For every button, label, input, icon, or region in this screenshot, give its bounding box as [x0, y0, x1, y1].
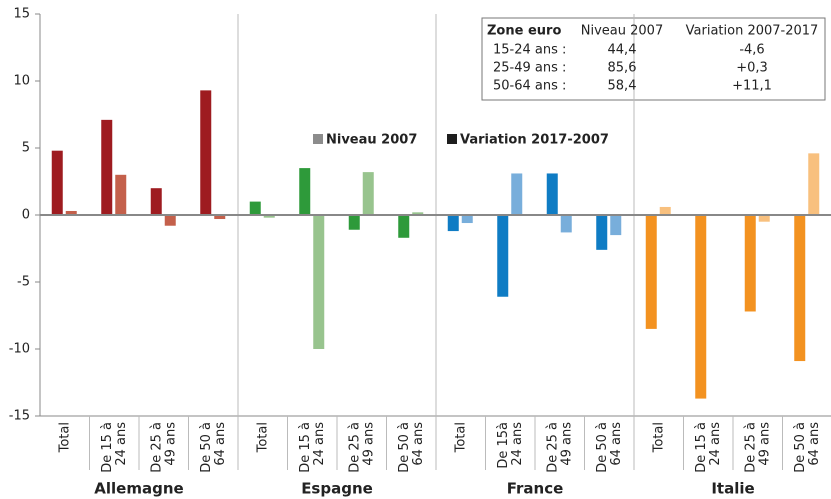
- x-tick-label: 49 ans: [757, 422, 772, 466]
- x-tick-label: 24 ans: [708, 422, 723, 466]
- x-tick-label: 64 ans: [213, 422, 228, 466]
- bar: [362, 172, 374, 215]
- x-tick-label: De 50 à: [793, 422, 808, 473]
- y-tick-label: 10: [13, 74, 30, 89]
- x-tick-label: 24 ans: [510, 422, 525, 466]
- x-tick-label: De 25 à: [743, 422, 758, 473]
- bar: [645, 215, 657, 329]
- x-tick-label: De 15 à: [694, 422, 709, 473]
- bar: [51, 150, 63, 215]
- legend-label: Variation 2017-2007: [460, 133, 609, 148]
- bar: [461, 215, 473, 224]
- x-tick-label: Total: [651, 422, 666, 453]
- bar: [101, 119, 113, 215]
- bar: [695, 215, 707, 399]
- table-cell: 25-49 ans :: [493, 61, 566, 76]
- y-tick-label: 15: [13, 7, 30, 22]
- bar: [560, 215, 572, 233]
- x-tick-label: De 50 à: [397, 422, 412, 473]
- bar: [263, 215, 275, 218]
- legend-swatch: [447, 134, 457, 144]
- bar: [447, 215, 459, 232]
- group-label: Allemagne: [94, 480, 183, 498]
- x-tick-label: 64 ans: [609, 422, 624, 466]
- table-cell: -4,6: [739, 43, 764, 58]
- y-tick-label: -15: [9, 409, 30, 424]
- bar: [412, 212, 424, 215]
- bar: [546, 173, 558, 215]
- x-tick-label: 64 ans: [807, 422, 822, 466]
- x-tick-label: Total: [255, 422, 270, 453]
- bar: [744, 215, 756, 312]
- bar: [249, 201, 261, 215]
- table-header: Zone euro: [487, 24, 561, 39]
- table-cell: 50-64 ans :: [493, 79, 566, 94]
- bar: [497, 215, 509, 297]
- x-tick-label: 24 ans: [312, 422, 327, 466]
- x-tick-label: De 25 à: [545, 422, 560, 473]
- table-cell: 85,6: [608, 61, 637, 76]
- bar: [758, 215, 770, 222]
- y-tick-label: -5: [17, 275, 30, 290]
- x-tick-label: De 15 à: [298, 422, 313, 473]
- x-tick-label: De 15 à: [100, 422, 115, 473]
- y-tick-label: 0: [22, 208, 30, 223]
- x-tick-label: 64 ans: [411, 422, 426, 466]
- x-tick-label: De 25 à: [347, 422, 362, 473]
- table-cell: 58,4: [608, 79, 637, 94]
- group-label: Italie: [711, 480, 754, 498]
- bar: [610, 215, 622, 236]
- y-tick-label: 5: [22, 141, 30, 156]
- bar: [313, 215, 325, 349]
- bar: [511, 173, 523, 215]
- x-tick-label: Total: [453, 422, 468, 453]
- table-cell: +0,3: [736, 61, 768, 76]
- legend-swatch: [313, 134, 323, 144]
- bar: [659, 206, 671, 215]
- x-tick-label: 49 ans: [559, 422, 574, 466]
- table-box: [481, 17, 826, 101]
- bar: [200, 90, 212, 215]
- bar: [164, 215, 176, 226]
- bar: [398, 215, 410, 238]
- bar: [808, 153, 820, 215]
- bar: [150, 188, 162, 215]
- group-label: France: [507, 480, 564, 498]
- bar: [299, 168, 311, 215]
- y-tick-label: -10: [9, 342, 30, 357]
- bar: [65, 210, 77, 215]
- table-cell: 44,4: [608, 43, 637, 58]
- bar: [214, 215, 226, 220]
- bar: [348, 215, 360, 230]
- legend-label: Niveau 2007: [326, 133, 417, 148]
- bar: [794, 215, 806, 362]
- bar: [115, 174, 127, 215]
- x-tick-label: De 50 à: [595, 422, 610, 473]
- x-tick-label: 49 ans: [361, 422, 376, 466]
- x-tick-label: De 15à: [496, 422, 511, 469]
- group-label: Espagne: [301, 480, 373, 498]
- x-tick-label: 49 ans: [163, 422, 178, 466]
- x-tick-label: De 25 à: [149, 422, 164, 473]
- x-tick-label: Total: [57, 422, 72, 453]
- x-tick-label: 24 ans: [114, 422, 129, 466]
- bar: [596, 215, 608, 250]
- table-cell: +11,1: [732, 79, 772, 94]
- x-tick-label: De 50 à: [199, 422, 214, 473]
- table-header: Variation 2007-2017: [686, 24, 819, 39]
- table-header: Niveau 2007: [581, 24, 663, 39]
- table-cell: 15-24 ans :: [493, 43, 566, 58]
